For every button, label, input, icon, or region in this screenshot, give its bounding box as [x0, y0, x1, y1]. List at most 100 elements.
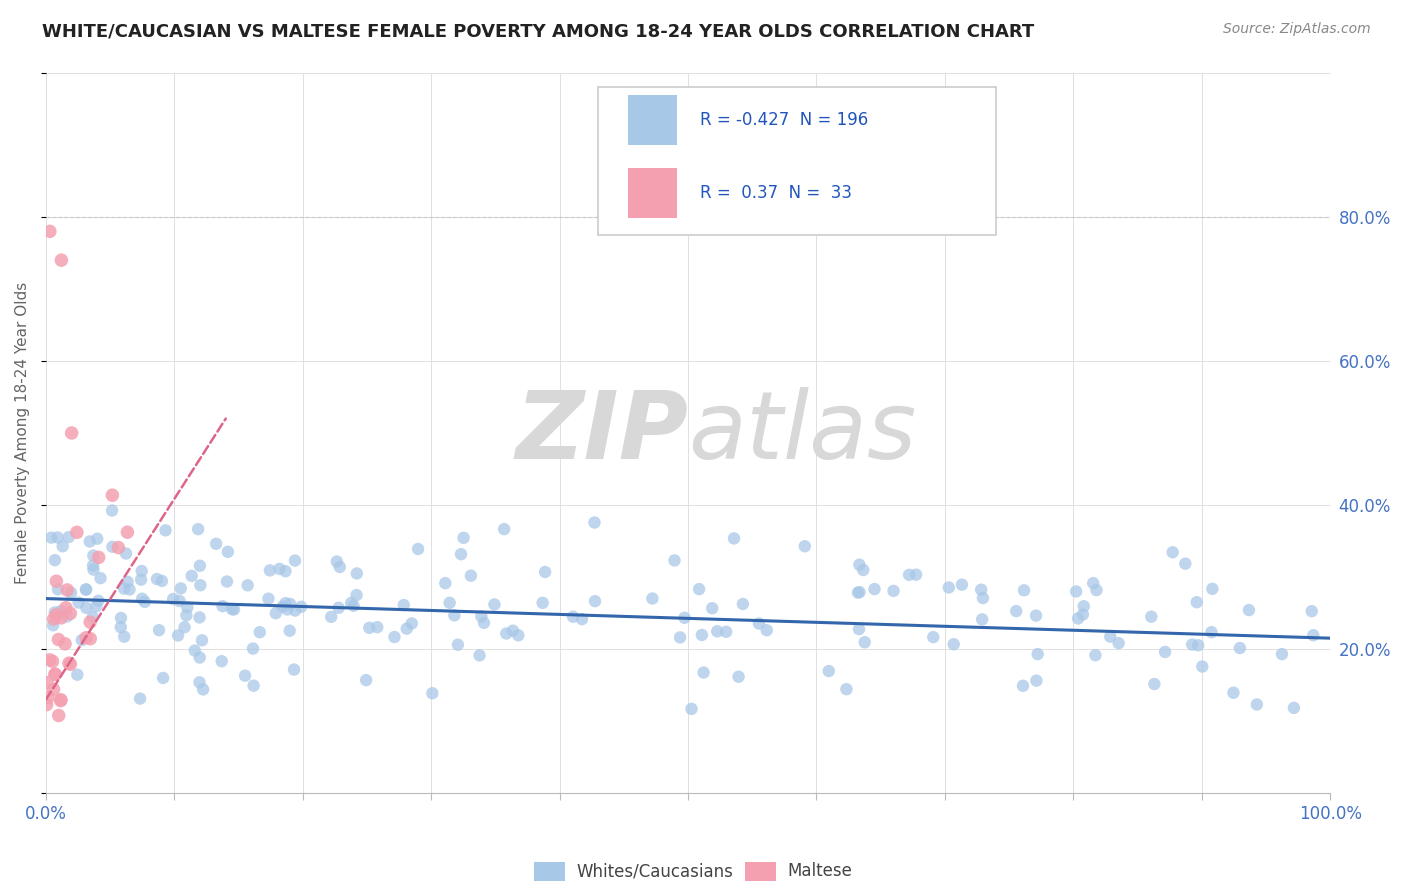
- Point: [673, 611, 696, 625]
- Point: [343, 599, 366, 613]
- Point: [669, 631, 692, 645]
- Point: [188, 675, 211, 690]
- Point: [82, 549, 104, 563]
- Point: [180, 569, 202, 583]
- Point: [942, 637, 965, 651]
- Point: [188, 558, 211, 573]
- Point: [188, 650, 211, 665]
- Point: [170, 582, 193, 596]
- Point: [938, 581, 960, 595]
- Point: [950, 577, 973, 591]
- Point: [688, 582, 710, 596]
- Text: Whites/Caucasians: Whites/Caucasians: [576, 863, 734, 880]
- Point: [472, 615, 495, 630]
- Point: [508, 628, 530, 642]
- Point: [1185, 595, 1208, 609]
- Point: [236, 578, 259, 592]
- Point: [37, 690, 59, 705]
- Point: [853, 635, 876, 649]
- Point: [51, 611, 73, 625]
- Point: [1099, 630, 1122, 644]
- Point: [87, 594, 110, 608]
- Point: [1229, 641, 1251, 656]
- Point: [278, 597, 301, 611]
- Point: [848, 585, 870, 599]
- Point: [271, 599, 294, 614]
- Point: [1302, 628, 1324, 642]
- Point: [1201, 582, 1223, 596]
- Point: [38, 224, 60, 238]
- Point: [110, 611, 132, 625]
- Point: [748, 616, 770, 631]
- Point: [44, 667, 66, 681]
- Point: [681, 702, 703, 716]
- Point: [702, 601, 724, 615]
- Point: [176, 600, 198, 615]
- Point: [134, 595, 156, 609]
- Point: [863, 582, 886, 596]
- Text: R = -0.427  N = 196: R = -0.427 N = 196: [700, 111, 868, 128]
- Point: [329, 560, 352, 574]
- Point: [848, 558, 870, 572]
- Point: [276, 602, 298, 616]
- Point: [692, 665, 714, 680]
- Point: [1282, 701, 1305, 715]
- Point: [384, 630, 406, 644]
- Point: [1191, 659, 1213, 673]
- Point: [56, 609, 79, 624]
- Point: [38, 653, 60, 667]
- Point: [233, 668, 256, 682]
- Point: [190, 578, 212, 592]
- Point: [75, 582, 97, 597]
- Point: [484, 598, 506, 612]
- Point: [131, 591, 153, 606]
- Point: [173, 620, 195, 634]
- Point: [217, 545, 239, 559]
- Point: [328, 600, 350, 615]
- Point: [58, 656, 80, 670]
- Point: [401, 616, 423, 631]
- Point: [146, 572, 169, 586]
- Point: [115, 547, 138, 561]
- Point: [75, 600, 97, 615]
- Point: [52, 539, 75, 553]
- Point: [101, 503, 124, 517]
- Point: [723, 532, 745, 546]
- Point: [191, 682, 214, 697]
- Point: [59, 607, 82, 621]
- Point: [898, 567, 921, 582]
- Point: [346, 588, 368, 602]
- Point: [264, 607, 287, 621]
- Point: [37, 675, 59, 690]
- Text: Maltese: Maltese: [787, 863, 852, 880]
- Point: [222, 602, 245, 616]
- Point: [269, 562, 291, 576]
- Point: [1161, 545, 1184, 559]
- Point: [51, 253, 73, 268]
- Point: [49, 604, 72, 618]
- Point: [79, 615, 101, 629]
- Point: [117, 574, 139, 589]
- Point: [883, 583, 905, 598]
- Point: [1187, 638, 1209, 652]
- Point: [242, 641, 264, 656]
- Point: [66, 525, 89, 540]
- Point: [359, 621, 381, 635]
- Point: [755, 624, 778, 638]
- Point: [970, 582, 993, 597]
- Point: [727, 670, 749, 684]
- Point: [340, 596, 363, 610]
- Point: [155, 524, 177, 538]
- Point: [1083, 576, 1105, 591]
- Point: [152, 671, 174, 685]
- Point: [495, 626, 517, 640]
- Point: [1222, 686, 1244, 700]
- Point: [972, 612, 994, 626]
- Point: [107, 541, 129, 555]
- FancyBboxPatch shape: [627, 168, 676, 219]
- Point: [162, 592, 184, 607]
- Point: [56, 582, 79, 597]
- Point: [82, 558, 104, 573]
- Point: [35, 698, 58, 712]
- Point: [82, 562, 104, 576]
